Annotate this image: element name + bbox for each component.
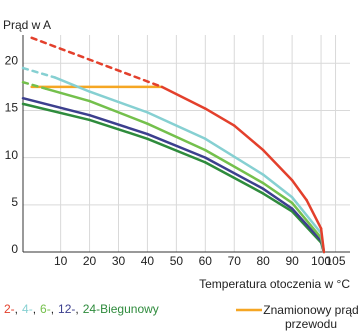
legend-entry: 6- — [40, 302, 51, 316]
legend-suffix: Biegunowy — [100, 302, 159, 316]
x-tick-label: 100 — [311, 254, 331, 268]
x-tick-label: 40 — [141, 254, 155, 268]
legend-entry: 2- — [4, 302, 15, 316]
line-segment — [21, 102, 91, 122]
line-segment — [160, 85, 207, 110]
x-tick-label: 80 — [257, 254, 271, 268]
x-tick-label: 20 — [83, 254, 97, 268]
line-segment — [88, 118, 149, 141]
line-segment — [146, 132, 207, 159]
legend-separator: , — [33, 302, 36, 316]
line-segment — [261, 192, 294, 213]
legend-separator: , — [51, 302, 54, 316]
line-segment — [261, 181, 294, 205]
line-segment — [88, 113, 149, 136]
x-tick-label: 30 — [112, 254, 126, 268]
y-tick-label: 5 — [11, 195, 18, 209]
line-segment — [261, 148, 294, 182]
legend-separator: , — [75, 302, 78, 316]
line-segment — [290, 210, 323, 244]
legend-entry: 12- — [58, 302, 75, 316]
x-tick-label: 90 — [285, 254, 299, 268]
x-tick-label: 10 — [54, 254, 68, 268]
x-tick-label: 105 — [326, 254, 346, 268]
line-segment — [290, 201, 323, 240]
line-segment — [204, 156, 265, 191]
line-segment — [290, 196, 323, 235]
line-segment — [146, 122, 207, 152]
line-segment — [204, 107, 236, 127]
line-segment — [261, 187, 294, 210]
line-segment — [21, 96, 91, 117]
legend-entry: 4- — [22, 302, 33, 316]
y-tick-label: 15 — [5, 101, 19, 115]
line-segment — [146, 111, 207, 141]
y-tick-label: 10 — [5, 148, 19, 162]
y-tick-label: 0 — [11, 242, 18, 256]
legend: 2-, 4-, 6-, 12-, 24-Biegunowy — [4, 302, 159, 316]
line-segment — [44, 87, 91, 103]
line-segment — [204, 137, 265, 176]
x-tick-label: 50 — [170, 254, 184, 268]
line-segment — [305, 198, 323, 230]
line-segment — [261, 173, 294, 199]
line-segment — [21, 66, 57, 79]
line-segment — [146, 137, 207, 164]
line-segment — [53, 76, 91, 93]
line-segment — [204, 161, 265, 195]
line-segment — [30, 36, 164, 89]
legend-separator: , — [15, 302, 18, 316]
y-axis-label: Prąd w A — [3, 18, 51, 32]
x-axis-label: Temperatura otoczenia w °C — [199, 277, 350, 291]
line-segment — [204, 148, 265, 185]
line-segment — [88, 99, 149, 125]
legend-label: Znamionowy prąd przewodu — [263, 303, 359, 331]
line-segment — [290, 179, 308, 202]
line-segment — [21, 80, 48, 91]
line-segment — [88, 90, 149, 114]
line-segment — [319, 227, 326, 254]
x-tick-label: 60 — [199, 254, 213, 268]
line-segment — [232, 124, 265, 152]
line-segment — [290, 207, 323, 242]
x-tick-label: 70 — [228, 254, 242, 268]
y-tick-label: 20 — [5, 53, 19, 67]
legend-entry: 24- — [83, 302, 100, 316]
